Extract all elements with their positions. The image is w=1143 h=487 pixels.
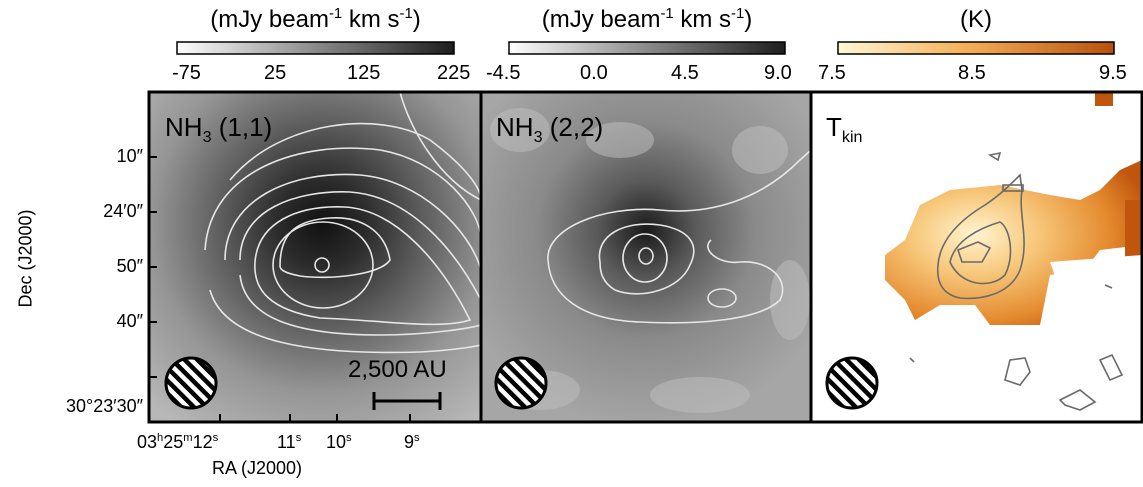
colorbar-1-tick: -75 bbox=[172, 62, 201, 84]
dec-axis-tick: 24′0″ bbox=[103, 201, 143, 221]
beam-ellipse-2 bbox=[494, 356, 548, 410]
colorbar-1 bbox=[176, 41, 455, 55]
colorbar-2-tick: 9.0 bbox=[764, 62, 792, 84]
ra-axis-tick: 03h25m12s bbox=[137, 432, 219, 452]
colorbar-2-tick: -4.5 bbox=[486, 62, 521, 84]
colorbar-1-tick: 225 bbox=[437, 62, 471, 84]
colorbar-1-tick: 125 bbox=[347, 62, 381, 84]
colorbar-2-tick: 4.5 bbox=[671, 62, 699, 84]
dec-axis-tick: 50″ bbox=[116, 256, 143, 276]
panel-1-label: NH3 (1,1) bbox=[165, 112, 273, 147]
scale-bar bbox=[372, 392, 442, 410]
scale-bar-label: 2,500 AU bbox=[348, 356, 447, 383]
colorbar-3-tick: 8.5 bbox=[958, 62, 986, 84]
ra-axis-tick: 10s bbox=[326, 432, 352, 452]
panel-3-label: Tkin bbox=[826, 112, 863, 147]
dec-axis-tick: 40″ bbox=[116, 311, 143, 331]
colorbar-1-tick: 25 bbox=[264, 62, 287, 84]
colorbar-3-tick: 7.5 bbox=[818, 62, 846, 84]
ra-axis-title: RA (J2000) bbox=[212, 458, 303, 478]
beam-ellipse-1 bbox=[164, 356, 218, 410]
ra-axis-tick: 11s bbox=[277, 432, 302, 452]
panel-frames bbox=[147, 90, 1143, 424]
colorbar-1-title: (mJy beam-1 km s-1) bbox=[210, 6, 421, 33]
colorbar-3-title: (K) bbox=[960, 6, 992, 33]
dec-axis-title: Dec (J2000) bbox=[15, 209, 36, 308]
colorbar-2-tick: 0.0 bbox=[580, 62, 608, 84]
beam-ellipse-3 bbox=[825, 356, 879, 410]
axis-ticks bbox=[149, 156, 411, 422]
colorbar-3-tick: 9.5 bbox=[1099, 62, 1127, 84]
colorbar-2-title: (mJy beam-1 km s-1) bbox=[541, 6, 753, 33]
ra-axis-tick: 9s bbox=[404, 432, 420, 452]
panel-2-label: NH3 (2,2) bbox=[496, 112, 604, 147]
colorbar-3 bbox=[837, 41, 1115, 55]
dec-axis-tick: 10″ bbox=[116, 146, 143, 166]
colorbar-2 bbox=[508, 41, 786, 55]
dec-axis-tick: 30°23′30″ bbox=[65, 396, 143, 416]
